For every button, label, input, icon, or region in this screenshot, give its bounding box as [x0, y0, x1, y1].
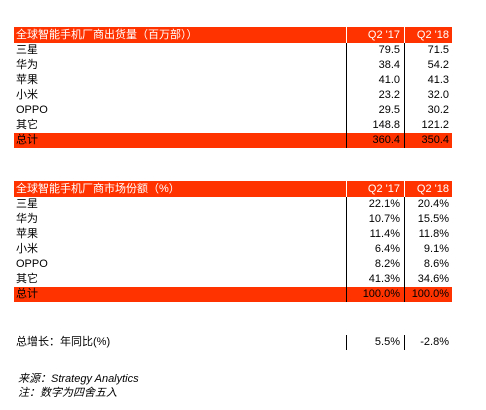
- value-q2-18: 20.4%: [404, 197, 452, 212]
- table-row: 三星 22.1% 20.4%: [14, 197, 452, 212]
- growth-label: 总增长：年同比(%): [16, 336, 111, 348]
- value-q2-17: 23.2: [346, 88, 404, 103]
- shipments-col-q2-17: Q2 '17: [346, 27, 404, 43]
- value-q2-17: 41.3%: [346, 272, 404, 287]
- value-q2-17: 38.4: [346, 58, 404, 73]
- shipments-header-row: 全球智能手机厂商出货量（百万部）） Q2 '17 Q2 '18: [14, 27, 452, 43]
- table-row: 小米 6.4% 9.1%: [14, 242, 452, 257]
- share-total-row: 总计 100.0% 100.0%: [14, 287, 452, 302]
- value-q2-17: 79.5: [346, 43, 404, 58]
- vendor-name: OPPO: [16, 104, 48, 116]
- growth-row: 总增长：年同比(%) 5.5% -2.8%: [14, 335, 452, 350]
- total-q2-17: 100.0%: [346, 287, 404, 302]
- growth-q2-18: -2.8%: [404, 335, 452, 350]
- share-col-q2-17: Q2 '17: [346, 181, 404, 197]
- shipments-table: 全球智能手机厂商出货量（百万部）） Q2 '17 Q2 '18 三星 79.5 …: [14, 27, 452, 148]
- value-q2-18: 121.2: [404, 118, 452, 133]
- vendor-name: 苹果: [16, 74, 38, 86]
- value-q2-17: 6.4%: [346, 242, 404, 257]
- vendor-name: OPPO: [16, 258, 48, 270]
- vendor-name: 小米: [16, 243, 38, 255]
- total-q2-17: 360.4: [346, 133, 404, 148]
- table-row: OPPO 29.5 30.2: [14, 103, 452, 118]
- table-row: 苹果 11.4% 11.8%: [14, 227, 452, 242]
- value-q2-17: 29.5: [346, 103, 404, 118]
- value-q2-18: 11.8%: [404, 227, 452, 242]
- vendor-name: 小米: [16, 89, 38, 101]
- total-label: 总计: [16, 134, 38, 146]
- vendor-name: 三星: [16, 44, 38, 56]
- vendor-name: 其它: [16, 119, 38, 131]
- value-q2-18: 9.1%: [404, 242, 452, 257]
- value-q2-18: 41.3: [404, 73, 452, 88]
- rounding-note: 注：数字为四舍五入: [18, 387, 117, 399]
- market-share-table: 全球智能手机厂商市场份额（%） Q2 '17 Q2 '18 三星 22.1% 2…: [14, 181, 452, 302]
- value-q2-17: 8.2%: [346, 257, 404, 272]
- table-row: 三星 79.5 71.5: [14, 43, 452, 58]
- value-q2-17: 10.7%: [346, 212, 404, 227]
- value-q2-17: 41.0: [346, 73, 404, 88]
- value-q2-18: 54.2: [404, 58, 452, 73]
- vendor-name: 三星: [16, 198, 38, 210]
- vendor-name: 华为: [16, 213, 38, 225]
- value-q2-18: 71.5: [404, 43, 452, 58]
- table-row: 其它 148.8 121.2: [14, 118, 452, 133]
- table-row: 华为 38.4 54.2: [14, 58, 452, 73]
- value-q2-18: 15.5%: [404, 212, 452, 227]
- table-row: 其它 41.3% 34.6%: [14, 272, 452, 287]
- shipments-total-row: 总计 360.4 350.4: [14, 133, 452, 148]
- vendor-name: 华为: [16, 59, 38, 71]
- value-q2-17: 148.8: [346, 118, 404, 133]
- vendor-name: 其它: [16, 273, 38, 285]
- table-row: 华为 10.7% 15.5%: [14, 212, 452, 227]
- source-note: 来源：Strategy Analytics: [18, 373, 139, 385]
- shipments-col-q2-18: Q2 '18: [404, 27, 452, 43]
- value-q2-18: 34.6%: [404, 272, 452, 287]
- share-col-q2-18: Q2 '18: [404, 181, 452, 197]
- total-label: 总计: [16, 288, 38, 300]
- total-q2-18: 100.0%: [404, 287, 452, 302]
- share-title: 全球智能手机厂商市场份额（%）: [16, 183, 180, 195]
- table-row: 小米 23.2 32.0: [14, 88, 452, 103]
- total-q2-18: 350.4: [404, 133, 452, 148]
- vendor-name: 苹果: [16, 228, 38, 240]
- value-q2-18: 8.6%: [404, 257, 452, 272]
- value-q2-18: 32.0: [404, 88, 452, 103]
- growth-q2-17: 5.5%: [346, 335, 404, 350]
- shipments-title: 全球智能手机厂商出货量（百万部））: [16, 29, 198, 41]
- value-q2-18: 30.2: [404, 103, 452, 118]
- table-row: 苹果 41.0 41.3: [14, 73, 452, 88]
- table-row: OPPO 8.2% 8.6%: [14, 257, 452, 272]
- share-header-row: 全球智能手机厂商市场份额（%） Q2 '17 Q2 '18: [14, 181, 452, 197]
- value-q2-17: 22.1%: [346, 197, 404, 212]
- value-q2-17: 11.4%: [346, 227, 404, 242]
